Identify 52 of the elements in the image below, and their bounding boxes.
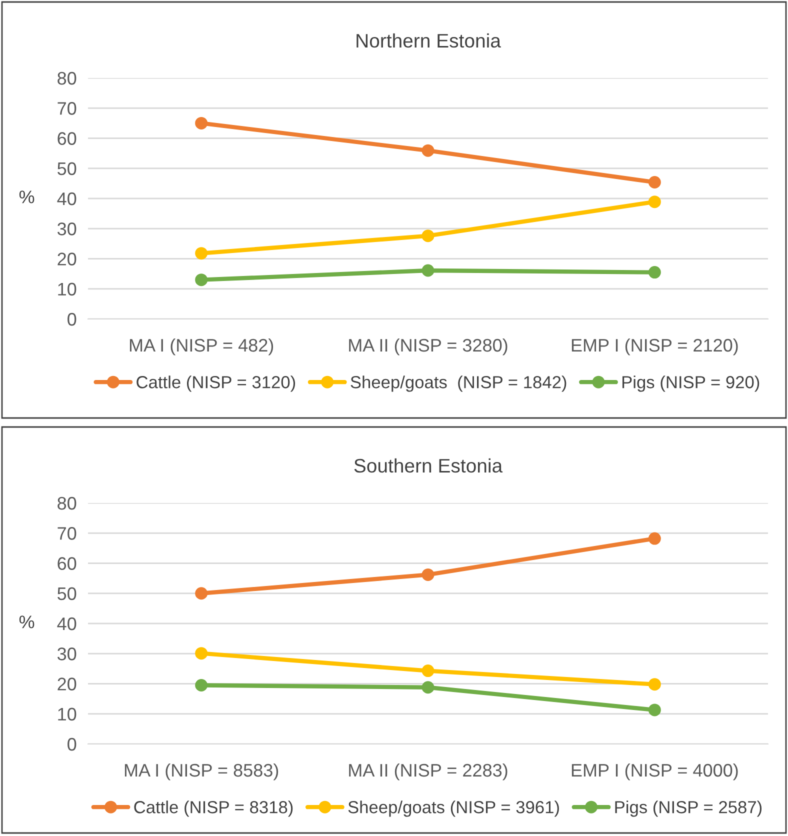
y-tick-label: 60: [58, 557, 76, 570]
point: [422, 664, 434, 678]
y-tick-label: 20: [58, 252, 76, 266]
x-tick-label: EMP I (NISP = 4000): [572, 763, 738, 780]
y-tick-label: 70: [58, 102, 76, 115]
legend-label: Cattle (NISP = 3120): [136, 376, 296, 392]
x-tick-label: MA I (NISP = 8583): [124, 763, 278, 780]
point: [195, 679, 208, 692]
y-tick-label: 60: [58, 132, 76, 145]
x-tick-label: MA II (NISP = 2283): [349, 763, 508, 780]
point: [422, 144, 434, 157]
y-axis-title: %: [19, 190, 34, 204]
point: [648, 704, 661, 716]
point: [648, 176, 661, 188]
y-tick-label: 80: [58, 496, 76, 510]
legend-label: Sheep/goats (NISP = 3961): [348, 800, 559, 817]
y-axis-title: %: [19, 616, 34, 628]
chart-title: Northern Estonia: [356, 33, 501, 48]
y-tick-label: 0: [68, 738, 76, 751]
point: [648, 266, 661, 279]
point: [195, 116, 208, 130]
y-tick-label: 80: [58, 72, 76, 85]
point: [648, 532, 661, 545]
y-tick-label: 30: [57, 648, 76, 660]
y-tick-label: 50: [58, 587, 76, 600]
y-tick-label: 70: [58, 527, 76, 540]
x-tick-label: MA I (NISP = 482): [130, 338, 274, 356]
point: [422, 568, 434, 581]
y-tick-label: 40: [57, 192, 76, 206]
y-tick-label: 30: [57, 222, 76, 236]
point: [648, 196, 661, 208]
point: [195, 247, 208, 260]
y-tick-label: 10: [58, 282, 76, 296]
legend-label: Pigs (NISP = 920): [622, 376, 760, 392]
chart-title: Southern Estonia: [354, 458, 503, 473]
point: [195, 274, 208, 286]
legend-label: Sheep/goats (NISP = 1842): [350, 376, 566, 392]
point: [648, 678, 661, 691]
y-tick-label: 0: [68, 312, 76, 326]
y-tick-label: 50: [58, 162, 76, 176]
point: [422, 230, 434, 242]
y-tick-label: 20: [58, 678, 76, 690]
y-tick-label: 40: [57, 617, 76, 630]
point: [422, 681, 434, 694]
x-tick-label: MA II (NISP = 3280): [349, 338, 508, 356]
point: [422, 264, 434, 277]
point: [195, 647, 208, 660]
x-tick-label: EMP I (NISP = 2120): [572, 338, 738, 356]
y-tick-label: 10: [58, 708, 76, 721]
legend-label: Cattle (NISP = 8318): [134, 800, 293, 817]
point: [195, 587, 208, 600]
legend-label: Pigs (NISP = 2587): [615, 800, 762, 817]
